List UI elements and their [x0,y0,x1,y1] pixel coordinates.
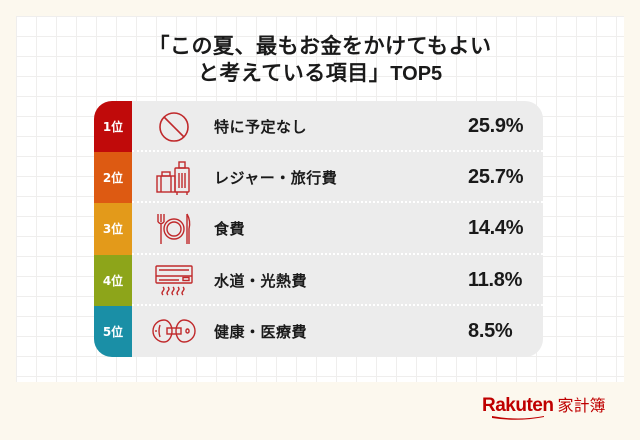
ranking-row-3: 3位 食費 14.4% [94,203,543,255]
air-conditioner-icon [146,255,202,306]
item-percent: 11.8% [468,268,523,291]
rank-badge: 2位 [94,152,132,204]
rank-badge: 5位 [94,305,132,357]
plate-cutlery-icon [146,203,202,254]
item-percent: 25.9% [468,115,524,138]
ranking-row-5: 5位 健康・医療費 8.5% [94,305,543,357]
rank-badge: 4位 [94,254,132,306]
logo-swoosh-icon [492,416,544,420]
row-divider [132,303,543,306]
prohibited-icon [146,101,202,152]
title-line-1: 「この夏、最もお金をかけてもよい [148,34,492,58]
rank-badge: 1位 [94,101,132,153]
title-suffix: TOP5 [390,63,443,85]
luggage-icon [146,152,202,203]
logo-brand: Rakuten [482,395,554,420]
row-divider [132,201,543,204]
item-label: 食費 [214,220,246,239]
dumbbell-icon [146,306,202,357]
ranking-card: 1位 特に予定なし 25.9% 2位 レジャー・旅行費 [94,101,543,357]
title-line-2: と考えている項目」TOP5 [0,60,640,88]
logo-product: 家計簿 [557,396,606,415]
logo-brand-text: Rakuten [482,395,554,416]
title-line-2-text: と考えている項目」 [197,61,391,85]
ranking-row-2: 2位 レジャー・旅行費 25.7% [94,152,543,204]
rakuten-kakeibo-logo: Rakuten 家計簿 [482,395,606,420]
item-percent: 8.5% [468,319,513,342]
ranking-row-1: 1位 特に予定なし 25.9% [94,101,543,153]
item-percent: 25.7% [468,166,524,189]
item-label: 特に予定なし [214,118,308,137]
row-divider [132,252,543,255]
item-label: 健康・医療費 [214,322,308,341]
item-label: 水道・光熱費 [214,271,308,290]
chart-title: 「この夏、最もお金をかけてもよい と考えている項目」TOP5 [0,33,640,88]
ranking-row-4: 4位 水道・光熱費 11.8% [94,254,543,306]
row-divider [132,150,543,153]
rank-badge: 3位 [94,203,132,255]
item-label: レジャー・旅行費 [214,169,338,188]
item-percent: 14.4% [468,217,524,240]
